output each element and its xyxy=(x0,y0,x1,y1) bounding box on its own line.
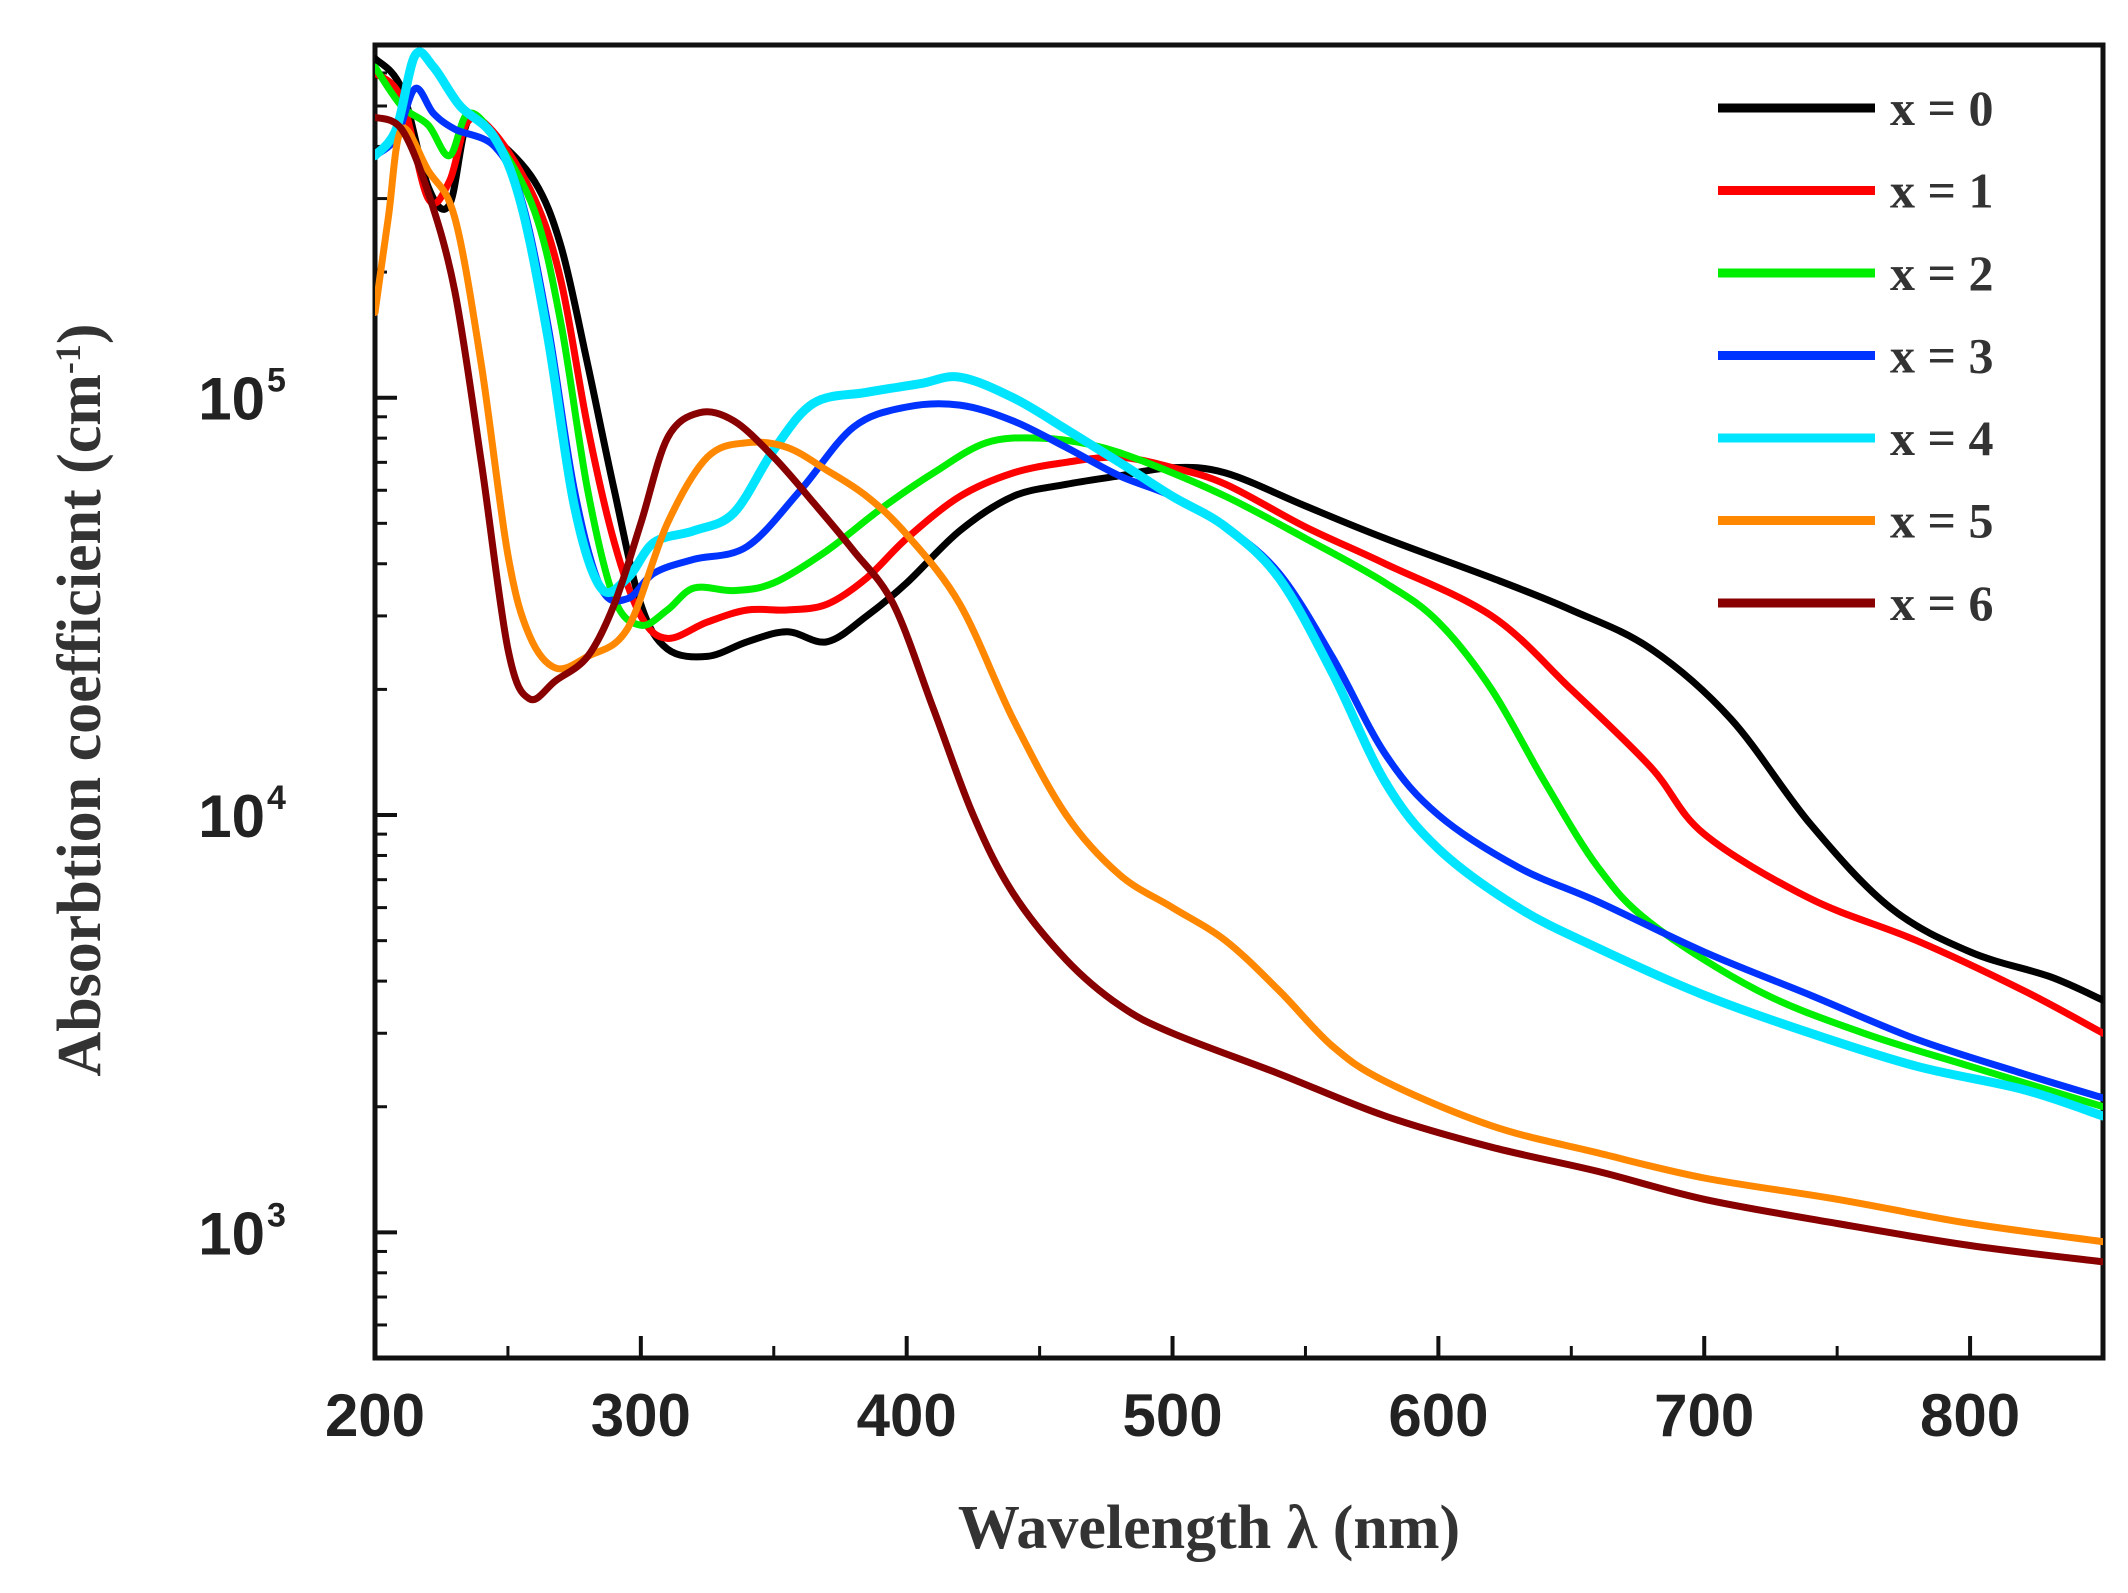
series-line-0 xyxy=(375,54,2103,1004)
x-tick-label: 400 xyxy=(857,1382,957,1449)
y-tick-label: 10 xyxy=(198,366,265,433)
series-line-3 xyxy=(375,84,2103,1102)
x-tick-label: 200 xyxy=(325,1382,425,1449)
y-axis-title-close: ) xyxy=(46,323,114,344)
series-line-6 xyxy=(375,113,2103,1266)
legend-label-1: x = 1 xyxy=(1890,163,1994,219)
y-tick-exponent: 3 xyxy=(267,1196,286,1234)
x-axis-title: Wavelength λ (nm) xyxy=(958,1494,1460,1562)
legend-label-6: x = 6 xyxy=(1890,575,1994,631)
y-axis-title-text: Absorbtion coefficient (cm xyxy=(46,374,114,1077)
plot-frame xyxy=(372,42,2106,1361)
legend: x = 0 x = 1 x = 2 x = 3 x = 4 x = 5 x = 6 xyxy=(1718,80,1994,631)
legend-label-4: x = 4 xyxy=(1890,410,1994,466)
x-tick-label: 500 xyxy=(1122,1382,1222,1449)
y-tick-exponent: 5 xyxy=(267,362,286,400)
series-layer xyxy=(375,47,2103,1266)
x-tick-label: 300 xyxy=(591,1382,691,1449)
y-axis-title: Absorbtion coefficient (cm-1) xyxy=(46,323,114,1076)
y-axis-title-sup: -1 xyxy=(48,344,88,374)
legend-label-5: x = 5 xyxy=(1890,493,1994,549)
y-tick-label: 10 xyxy=(198,1200,265,1267)
legend-label-2: x = 2 xyxy=(1890,245,1994,301)
series-line-2 xyxy=(375,63,2103,1111)
svg-text:Absorbtion coefficient (cm-1): Absorbtion coefficient (cm-1) xyxy=(46,323,114,1076)
series-line-5 xyxy=(375,124,2103,1246)
series-line-4 xyxy=(375,47,2103,1121)
x-tick-label: 600 xyxy=(1388,1382,1488,1449)
y-tick-exponent: 4 xyxy=(267,779,286,817)
x-tick-label: 700 xyxy=(1654,1382,1754,1449)
x-tick-label: 800 xyxy=(1920,1382,2020,1449)
legend-label-0: x = 0 xyxy=(1890,80,1994,136)
legend-label-3: x = 3 xyxy=(1890,328,1994,384)
y-tick-label: 10 xyxy=(198,783,265,850)
